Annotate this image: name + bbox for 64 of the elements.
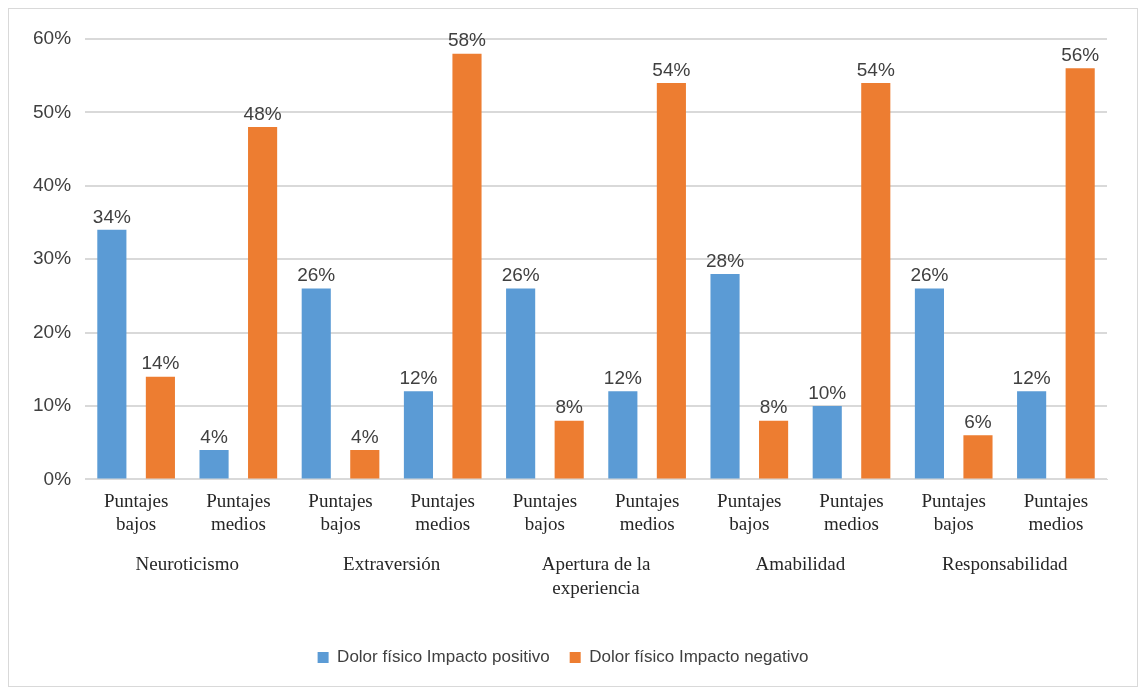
text: Responsabilidad: [942, 552, 1069, 574]
bar: [812, 406, 842, 479]
bar: [608, 391, 638, 479]
bar: [554, 420, 584, 479]
bar: [1065, 68, 1095, 479]
bar: [452, 53, 482, 479]
data-label: 12%: [1012, 367, 1051, 389]
x-tick-label: Puntajes medios: [819, 489, 884, 534]
bar: [301, 288, 331, 479]
y-tick-label: 20%: [33, 320, 72, 342]
bar: [1017, 391, 1047, 479]
data-label: 6%: [964, 411, 992, 433]
bar: [403, 391, 434, 479]
x-tick-label: Puntajes bajos: [717, 489, 782, 534]
data-label: 14%: [141, 352, 180, 374]
data-label: 4%: [351, 425, 379, 447]
data-label: 8%: [555, 396, 584, 418]
data-label: 4%: [200, 425, 228, 447]
data-label: 26%: [297, 264, 336, 286]
text: Extraversión: [343, 552, 441, 574]
x-tick-label: Puntajes bajos: [512, 489, 578, 534]
bar: [248, 127, 278, 479]
bar: [97, 229, 127, 479]
data-label: 58%: [447, 29, 487, 51]
bar: [710, 273, 740, 479]
data-label: 54%: [856, 58, 895, 80]
x-tick-label: Puntajes medios: [614, 489, 680, 534]
legend-label: Dolor físico Impacto positivo: [337, 647, 550, 667]
text: Neuroticismo: [135, 552, 239, 574]
x-tick-label: Puntajes medios: [410, 489, 475, 534]
data-label: 34%: [92, 205, 131, 227]
bar: [914, 288, 944, 479]
data-label: 26%: [910, 264, 949, 286]
y-tick-label: 10%: [33, 394, 72, 416]
data-label: 8%: [759, 396, 788, 418]
data-label: 48%: [243, 102, 282, 124]
y-tick-label: 50%: [33, 100, 72, 122]
bar: [861, 83, 891, 479]
data-label: 56%: [1061, 44, 1100, 66]
bar: [145, 376, 175, 479]
bar: [350, 450, 380, 479]
bar: [199, 450, 229, 479]
data-label: 54%: [652, 58, 691, 80]
text: Amabilidad: [755, 552, 846, 574]
bar: [759, 420, 789, 479]
data-label: 28%: [706, 249, 745, 271]
bar: [963, 435, 993, 479]
x-tick-label: Puntajes bajos: [921, 489, 986, 534]
data-label: 12%: [603, 367, 642, 389]
data-label: 12%: [399, 367, 438, 389]
y-tick-label: 40%: [33, 174, 72, 196]
y-tick-label: 0%: [43, 467, 72, 489]
bar: [656, 83, 686, 479]
y-tick-label: 60%: [33, 27, 72, 49]
y-tick-label: 30%: [33, 247, 72, 269]
x-tick-label: Puntajes medios: [206, 489, 271, 534]
data-label: 10%: [808, 381, 847, 403]
x-tick-label: Puntajes medios: [1023, 489, 1089, 534]
legend-label: Dolor físico Impacto negativo: [589, 647, 809, 667]
bar: [506, 288, 536, 479]
x-tick-label: Puntajes bajos: [103, 489, 169, 534]
data-label: 26%: [501, 264, 540, 286]
x-tick-label: Puntajes bajos: [308, 489, 373, 534]
text: Apertura de la experiencia: [541, 552, 651, 598]
